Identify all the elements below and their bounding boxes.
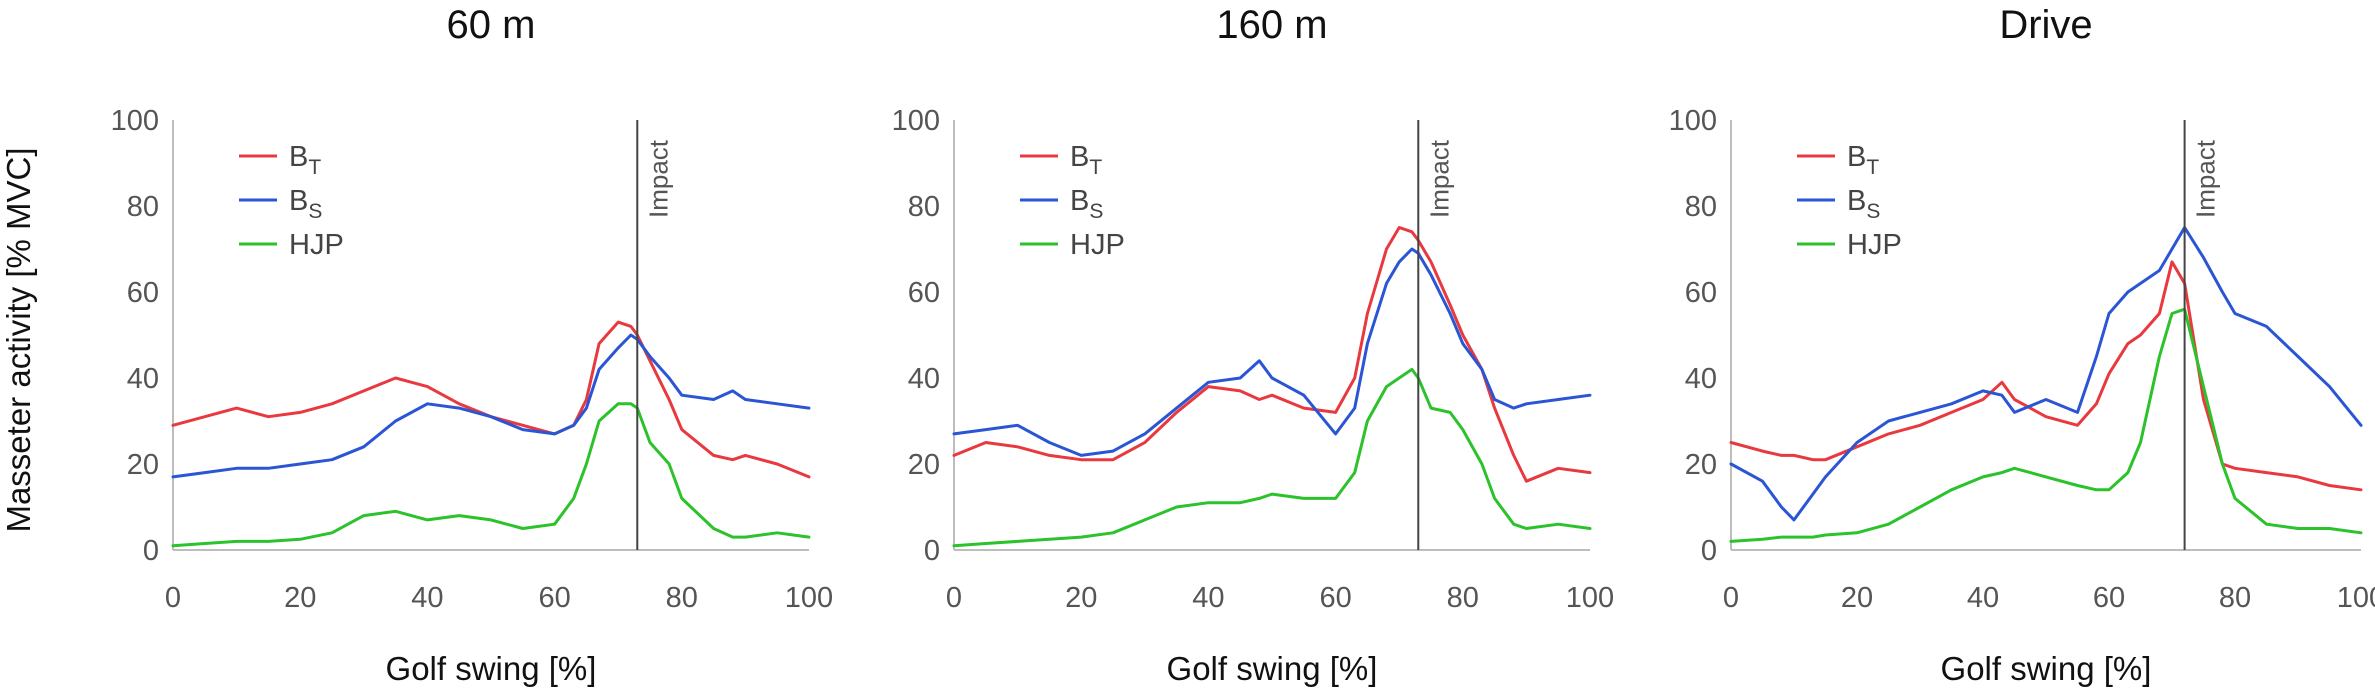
x-tick-label: 40 [411,582,443,614]
impact-label: Impact [2191,139,2221,218]
series-line-hjp [1729,307,2363,543]
legend-label-main: HJP [1070,229,1125,261]
x-tick-label: 20 [284,582,316,614]
series-line-bt [1729,260,2363,492]
x-tick-label: 60 [538,582,570,614]
x-tick-label: 60 [1319,582,1351,614]
legend-label-main: B [289,141,308,173]
y-tick-label: 80 [1685,191,1717,223]
y-tick-label: 0 [143,535,159,567]
y-tick-label: 0 [924,535,940,567]
legend-label-subscript: S [308,200,322,223]
x-tick-label: 80 [1447,582,1479,614]
legend-label-main: B [289,185,308,217]
x-tick-label: 0 [165,582,181,614]
y-tick-label: 80 [908,191,940,223]
legend-label-main: HJP [1847,229,1902,261]
series-line-bs [1729,226,2363,522]
legend-label-bs: BS [1070,185,1103,223]
y-tick-label: 40 [127,363,159,395]
legend-label-main: B [1070,141,1089,173]
x-tick-label: 0 [1723,582,1739,614]
series-line-bs [952,247,1592,457]
panel-title: Drive [1999,3,2092,47]
legend-label-main: B [1070,185,1089,217]
y-tick-label: 60 [1685,277,1717,309]
impact-label: Impact [1424,139,1454,218]
x-tick-label: 100 [1566,582,1614,614]
legend-label-hjp: HJP [289,229,344,261]
legend-label-subscript: T [1089,156,1102,179]
x-tick-label: 20 [1065,582,1097,614]
y-axis-label: Masseter activity [% MVC] [0,147,37,532]
x-axis-label: Golf swing [%] [386,650,597,687]
legend-label-subscript: T [308,156,321,179]
legend-label-subscript: S [1089,200,1103,223]
series-line-hjp [952,367,1592,548]
y-tick-label: 20 [908,449,940,481]
legend-label-subscript: T [1866,156,1879,179]
panel-title: 160 m [1216,3,1327,47]
y-tick-label: 40 [908,363,940,395]
y-tick-label: 60 [127,277,159,309]
x-tick-label: 0 [946,582,962,614]
x-axis-label: Golf swing [%] [1941,650,2152,687]
legend-label-bs: BS [1847,185,1880,223]
legend-label-bt: BT [1847,141,1879,179]
x-tick-label: 40 [1967,582,1999,614]
panel-1: 60 m 0 20 40 60 80 100 0 20 40 60 80 100 Golf swing [… [111,3,834,687]
x-tick-label: 60 [2093,582,2125,614]
x-tick-label: 80 [666,582,698,614]
panel-3: Drive 0 20 40 60 80 100 0 20 40 60 80 100 Golf swing … [1669,3,2375,687]
legend-label-main: HJP [289,229,344,261]
panel-2: 160 m 0 20 40 60 80 100 0 20 40 60 80 100 Golf swing … [892,3,1615,687]
legend-label-bt: BT [289,141,321,179]
x-tick-label: 80 [2219,582,2251,614]
series-line-bs [171,333,811,479]
panels: 60 m 0 20 40 60 80 100 0 20 40 60 80 100 Golf swing [… [111,3,2375,687]
y-tick-label: 0 [1701,535,1717,567]
legend-label-hjp: HJP [1847,229,1902,261]
legend-label-subscript: S [1866,200,1880,223]
legend-label-hjp: HJP [1070,229,1125,261]
y-tick-label: 40 [1685,363,1717,395]
y-tick-label: 100 [1669,105,1717,137]
x-tick-label: 20 [1841,582,1873,614]
impact-label: Impact [643,139,673,218]
y-tick-label: 60 [908,277,940,309]
x-tick-label: 100 [2337,582,2375,614]
legend-label-main: B [1847,185,1866,217]
x-axis-label: Golf swing [%] [1167,650,1378,687]
y-tick-label: 100 [111,105,159,137]
x-tick-label: 100 [785,582,833,614]
series-line-hjp [171,402,811,548]
y-tick-label: 20 [1685,449,1717,481]
legend-label-bs: BS [289,185,322,223]
legend-label-bt: BT [1070,141,1102,179]
panel-title: 60 m [447,3,536,47]
y-tick-label: 20 [127,449,159,481]
y-tick-label: 100 [892,105,940,137]
x-tick-label: 40 [1192,582,1224,614]
y-tick-label: 80 [127,191,159,223]
legend-label-main: B [1847,141,1866,173]
